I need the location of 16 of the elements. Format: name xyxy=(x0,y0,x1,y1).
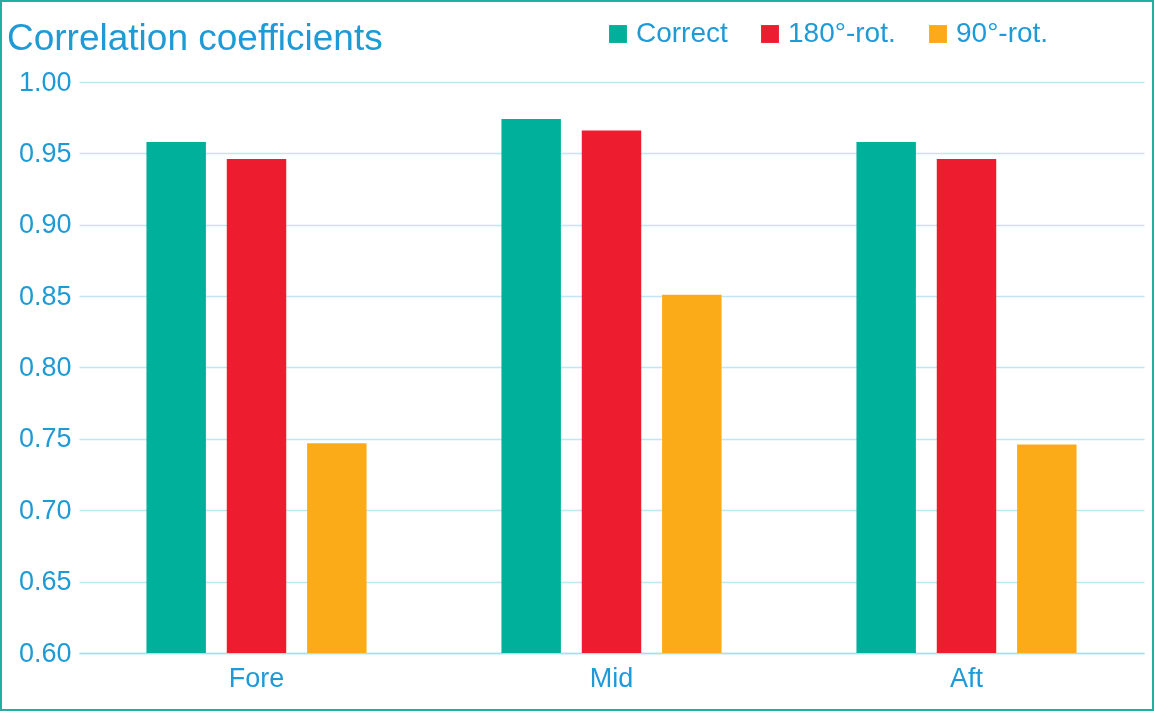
y-tick-label: 0.75 xyxy=(18,423,72,454)
x-tick-label: Fore xyxy=(228,662,285,693)
y-tick-label: 0.90 xyxy=(18,209,72,240)
x-tick-label: Aft xyxy=(949,662,984,693)
y-tick-label: 0.80 xyxy=(18,352,72,382)
chart-title: Correlation coefficients xyxy=(7,17,383,58)
y-tick-label: 0.85 xyxy=(18,280,72,311)
y-tick-label: 1.00 xyxy=(18,66,72,97)
legend-label: Correct xyxy=(636,17,729,48)
x-tick-label: Mid xyxy=(589,662,634,693)
y-tick-label: 0.70 xyxy=(18,494,72,525)
y-tick-label: 0.60 xyxy=(18,637,72,668)
legend-label: 90°-rot. xyxy=(956,17,1049,48)
y-tick-label: 0.95 xyxy=(18,137,72,168)
legend-label: 180°-rot. xyxy=(788,17,896,48)
y-tick-label: 0.65 xyxy=(18,566,72,597)
